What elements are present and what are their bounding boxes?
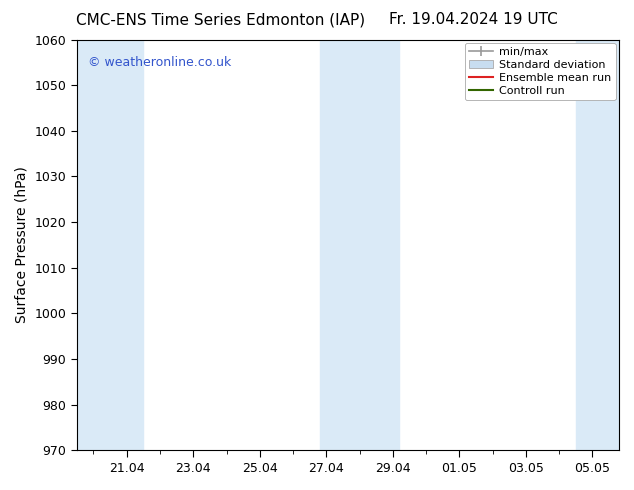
Bar (77, 40, 143, 450)
Y-axis label: Surface Pressure (hPa): Surface Pressure (hPa) (15, 167, 29, 323)
Text: CMC-ENS Time Series Edmonton (IAP): CMC-ENS Time Series Edmonton (IAP) (76, 12, 365, 27)
Legend: min/max, Standard deviation, Ensemble mean run, Controll run: min/max, Standard deviation, Ensemble me… (465, 43, 616, 100)
Text: © weatheronline.co.uk: © weatheronline.co.uk (87, 56, 231, 69)
Bar (320, 40, 399, 450)
Text: Fr. 19.04.2024 19 UTC: Fr. 19.04.2024 19 UTC (389, 12, 558, 27)
Bar (576, 40, 626, 450)
